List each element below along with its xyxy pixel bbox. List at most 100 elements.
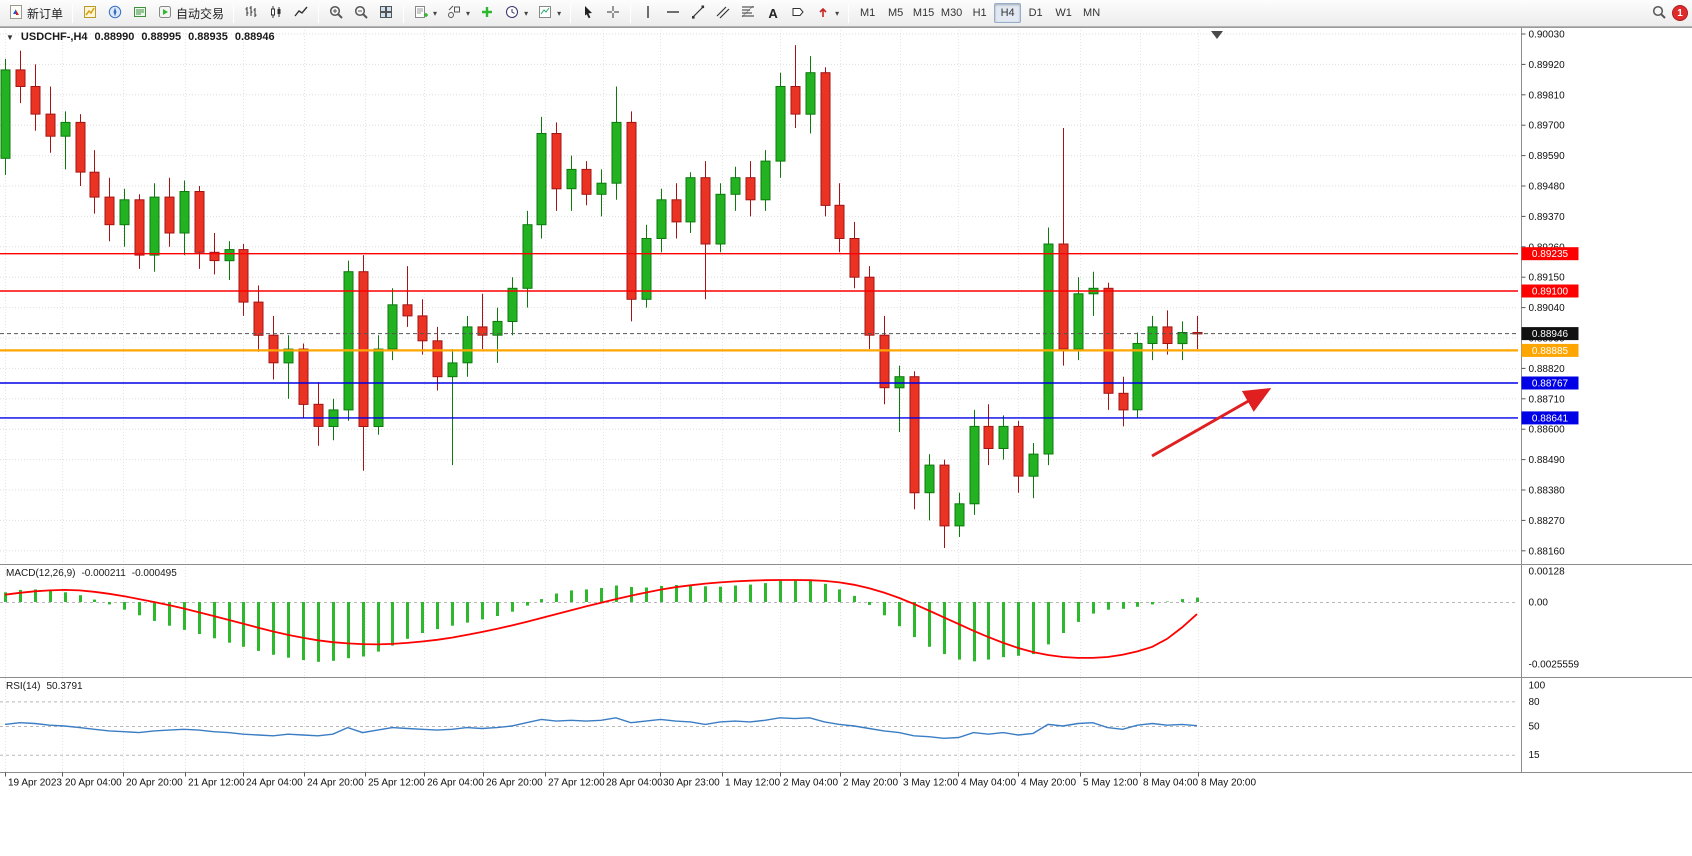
rsi-line xyxy=(4,717,1198,740)
trend-arrow[interactable] xyxy=(1151,388,1272,458)
new-order-label: 新订单 xyxy=(27,6,64,21)
candle xyxy=(790,86,801,115)
svg-text:0.89150: 0.89150 xyxy=(1529,273,1566,284)
timeframe-m5-button[interactable]: M5 xyxy=(882,3,909,23)
zoom-out-button[interactable] xyxy=(349,2,373,24)
timeframe-h1-button[interactable]: H1 xyxy=(966,3,993,23)
periods-button[interactable]: ▾ xyxy=(500,2,532,24)
horizontal-line-icon xyxy=(665,4,681,23)
tile-windows-button[interactable] xyxy=(374,2,398,24)
candlestick-chart-icon xyxy=(268,4,284,23)
crosshair-button[interactable] xyxy=(601,2,625,24)
candle xyxy=(834,204,845,240)
candle xyxy=(15,69,26,88)
toolbar-separator xyxy=(848,3,850,23)
svg-text:0.00128: 0.00128 xyxy=(1529,567,1566,578)
price-axis[interactable]: 0.90030 0.89920 0.89810 0.89700 0.89590 0.894… xyxy=(1521,30,1580,762)
auto-trading-button[interactable]: 自动交易 xyxy=(153,2,228,24)
candle xyxy=(566,168,577,190)
templates-button[interactable]: ▾ xyxy=(533,2,565,24)
chart-shift-marker[interactable] xyxy=(1211,31,1223,39)
zoom-in-button[interactable] xyxy=(324,2,348,24)
candle xyxy=(209,251,220,262)
timeframe-mn-button[interactable]: MN xyxy=(1078,3,1105,23)
candle xyxy=(805,72,816,115)
svg-text:8 May 20:00: 8 May 20:00 xyxy=(1201,778,1256,789)
candle xyxy=(402,304,413,317)
price-badges: 0.89235 0.89100 0.88885 0.88767 0.88641 0.889… xyxy=(1521,247,1579,425)
candle xyxy=(298,348,309,405)
svg-text:0.89040: 0.89040 xyxy=(1529,303,1566,314)
crosshair-icon xyxy=(605,4,621,23)
svg-text:0.89235: 0.89235 xyxy=(1532,249,1569,260)
candle xyxy=(1073,293,1084,350)
candle xyxy=(1103,287,1114,394)
svg-text:0.88641: 0.88641 xyxy=(1532,413,1569,424)
timeframe-m30-button[interactable]: M30 xyxy=(938,3,965,23)
svg-text:0.90030: 0.90030 xyxy=(1529,30,1566,41)
bar-chart-button[interactable] xyxy=(239,2,263,24)
candle xyxy=(1177,332,1188,345)
indicators-button[interactable]: ▾ xyxy=(409,2,441,24)
text-label-button[interactable] xyxy=(786,2,810,24)
candle xyxy=(358,271,369,427)
navigator-button[interactable] xyxy=(103,2,127,24)
cursor-button[interactable] xyxy=(576,2,600,24)
timeframe-w1-button[interactable]: W1 xyxy=(1050,3,1077,23)
terminal-button[interactable] xyxy=(128,2,152,24)
candle xyxy=(1013,425,1024,477)
timeframe-m15-button[interactable]: M15 xyxy=(910,3,937,23)
new-order-icon xyxy=(8,4,24,23)
horizontal-line-button[interactable] xyxy=(661,2,685,24)
notification-badge[interactable]: 1 xyxy=(1672,5,1688,21)
svg-text:0.89810: 0.89810 xyxy=(1529,90,1566,101)
trendline-button[interactable] xyxy=(686,2,710,24)
svg-text:100: 100 xyxy=(1529,681,1546,692)
candle xyxy=(909,376,920,494)
trendline-icon xyxy=(690,4,706,23)
svg-text:0.89480: 0.89480 xyxy=(1529,182,1566,193)
candlestick-chart-button[interactable] xyxy=(264,2,288,24)
line-chart-button[interactable] xyxy=(289,2,313,24)
channel-icon xyxy=(715,4,731,23)
chart-canvas[interactable]: 0.90030 0.89920 0.89810 0.89700 0.89590 0.894… xyxy=(0,28,1692,856)
market-watch-button[interactable] xyxy=(78,2,102,24)
add-indicator-button[interactable] xyxy=(475,2,499,24)
arrows-button[interactable]: ▾ xyxy=(811,2,843,24)
svg-text:4 May 04:00: 4 May 04:00 xyxy=(961,778,1016,789)
fibonacci-button[interactable] xyxy=(736,2,760,24)
cursor-icon xyxy=(580,4,596,23)
text-button[interactable]: A xyxy=(761,2,785,24)
svg-text:3 May 12:00: 3 May 12:00 xyxy=(903,778,958,789)
search-button[interactable] xyxy=(1647,2,1671,24)
candle xyxy=(253,301,264,336)
timeframe-m1-button[interactable]: M1 xyxy=(854,3,881,23)
svg-text:0.88885: 0.88885 xyxy=(1532,346,1569,357)
objects-list-button[interactable]: ▾ xyxy=(442,2,474,24)
candle xyxy=(641,238,652,300)
time-axis[interactable]: 19 Apr 2023 20 Apr 04:00 20 Apr 20:00 21 Ap… xyxy=(5,772,1257,789)
vertical-line-button[interactable] xyxy=(636,2,660,24)
new-order-button[interactable]: 新订单 xyxy=(4,2,67,24)
svg-text:24 Apr 20:00: 24 Apr 20:00 xyxy=(307,778,364,789)
candle xyxy=(983,425,994,449)
candle xyxy=(581,168,592,195)
svg-text:0.88820: 0.88820 xyxy=(1529,364,1566,375)
equidistant-channel-button[interactable] xyxy=(711,2,735,24)
candle xyxy=(104,196,115,226)
candle xyxy=(969,425,980,505)
candle xyxy=(179,191,190,234)
svg-text:28 Apr 04:00: 28 Apr 04:00 xyxy=(606,778,663,789)
dropdown-arrow-icon: ▾ xyxy=(466,8,471,18)
svg-text:0.88767: 0.88767 xyxy=(1532,379,1569,390)
zoom-in-icon xyxy=(328,4,344,23)
dropdown-arrow-icon: ▾ xyxy=(433,8,438,18)
timeframe-h4-button[interactable]: H4 xyxy=(994,3,1022,23)
svg-text:30 Apr 23:00: 30 Apr 23:00 xyxy=(663,778,720,789)
tile-windows-icon xyxy=(378,4,394,23)
grid-layer xyxy=(0,30,1518,773)
svg-text:80: 80 xyxy=(1529,697,1541,708)
timeframe-d1-button[interactable]: D1 xyxy=(1022,3,1049,23)
svg-text:20 Apr 20:00: 20 Apr 20:00 xyxy=(126,778,183,789)
